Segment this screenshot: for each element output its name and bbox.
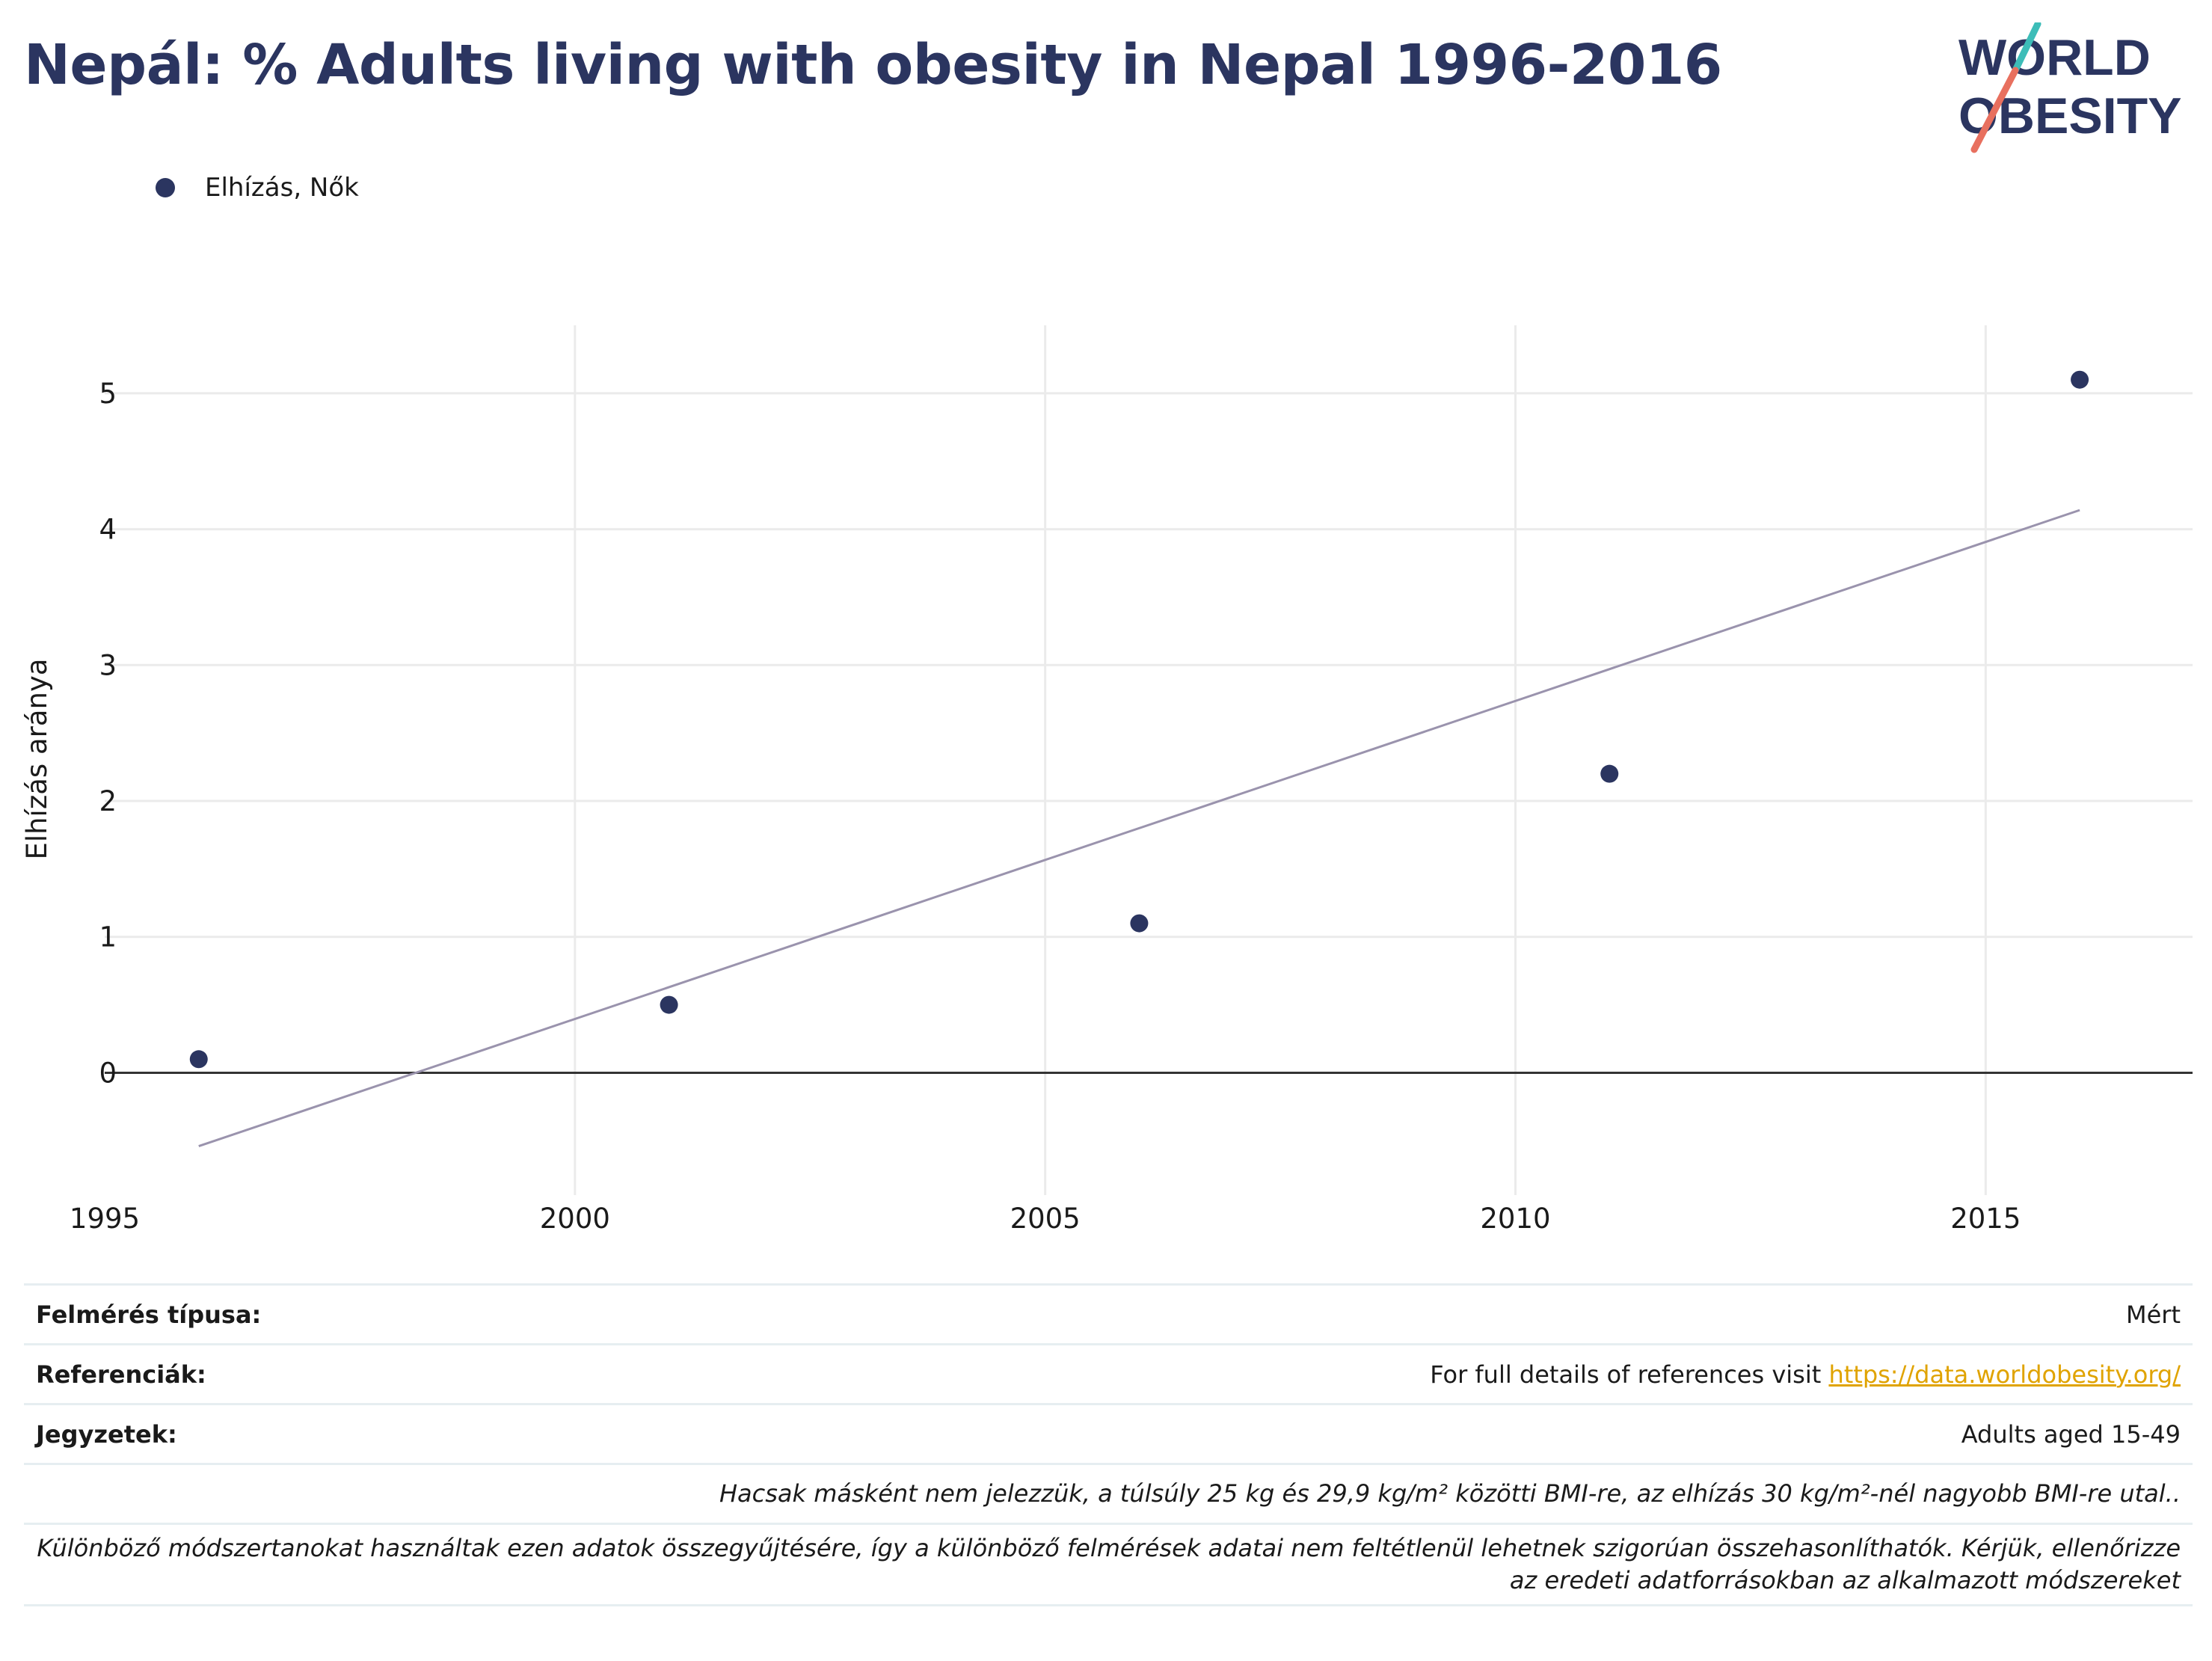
references-value: For full details of references visit htt… (1430, 1360, 2181, 1389)
notes-row: Jegyzetek: Adults aged 15-49 (24, 1403, 2193, 1463)
trendline (198, 509, 2080, 1148)
legend-label: Elhízás, Nők (205, 173, 359, 203)
x-tick-label: 2010 (1480, 1203, 1550, 1235)
data-point-1996 (189, 1050, 208, 1069)
data-point-2006 (1130, 914, 1149, 933)
bmi-note-row: Hacsak másként nem jelezzük, a túlsúly 2… (24, 1463, 2193, 1523)
y-tick-label: 1 (99, 921, 117, 954)
data-point-2016 (2071, 370, 2089, 389)
info-table: Felmérés típusa: Mért Referenciák: For f… (24, 1283, 2193, 1607)
survey-type-label: Felmérés típusa: (36, 1300, 262, 1329)
references-label: Referenciák: (36, 1360, 206, 1389)
x-tick-label: 2015 (1950, 1203, 2021, 1235)
y-tick-label: 5 (99, 378, 117, 410)
logo-line2: OBESITY (1958, 87, 2182, 144)
notes-value: Adults aged 15-49 (1961, 1419, 2181, 1449)
x-tick-label: 2000 (540, 1203, 610, 1235)
methods-note-row: Különböző módszertanokat használtak ezen… (24, 1523, 2193, 1607)
references-link[interactable]: https://data.worldobesity.org/ (1828, 1360, 2181, 1389)
notes-label: Jegyzetek: (36, 1419, 177, 1449)
chart-legend: Elhízás, Nők (156, 169, 359, 206)
scatter-chart: 1995 2000 2005 2010 2015 0 1 2 3 4 5 Elhízás arány… (21, 325, 2193, 1235)
tick-labels: 1995 2000 2005 2010 2015 0 1 2 3 4 5 (70, 378, 2021, 1235)
logo-slash-coral (1970, 67, 2019, 153)
y-tick-label: 4 (99, 514, 117, 546)
grid-layer (105, 325, 2193, 1195)
y-axis-label: Elhízás aránya (21, 658, 53, 859)
bmi-note: Hacsak másként nem jelezzük, a túlsúly 2… (719, 1479, 2181, 1508)
page-title: Nepál: % Adults living with obesity in N… (24, 33, 1722, 97)
survey-type-row: Felmérés típusa: Mért (24, 1283, 2193, 1343)
world-obesity-logo: WORLD OBESITY (1958, 22, 2182, 153)
y-tick-label: 3 (99, 649, 117, 681)
y-tick-label: 0 (99, 1057, 117, 1089)
survey-type-value: Mért (2126, 1300, 2181, 1329)
references-text: For full details of references visit (1430, 1360, 1829, 1389)
y-tick-label: 2 (99, 785, 117, 817)
legend-marker (156, 178, 175, 197)
data-point-2011 (1600, 764, 1619, 783)
trendline-layer (198, 509, 2080, 1148)
logo-slash-teal (2012, 22, 2042, 74)
references-row: Referenciák: For full details of referen… (24, 1343, 2193, 1403)
data-points (189, 370, 2089, 1069)
x-tick-label: 2005 (1010, 1203, 1081, 1235)
data-point-2001 (660, 995, 678, 1014)
methods-note: Különböző módszertanokat használtak ezen… (37, 1534, 2181, 1595)
logo-line1: WORLD (1958, 29, 2151, 86)
x-tick-label: 1995 (70, 1203, 140, 1235)
